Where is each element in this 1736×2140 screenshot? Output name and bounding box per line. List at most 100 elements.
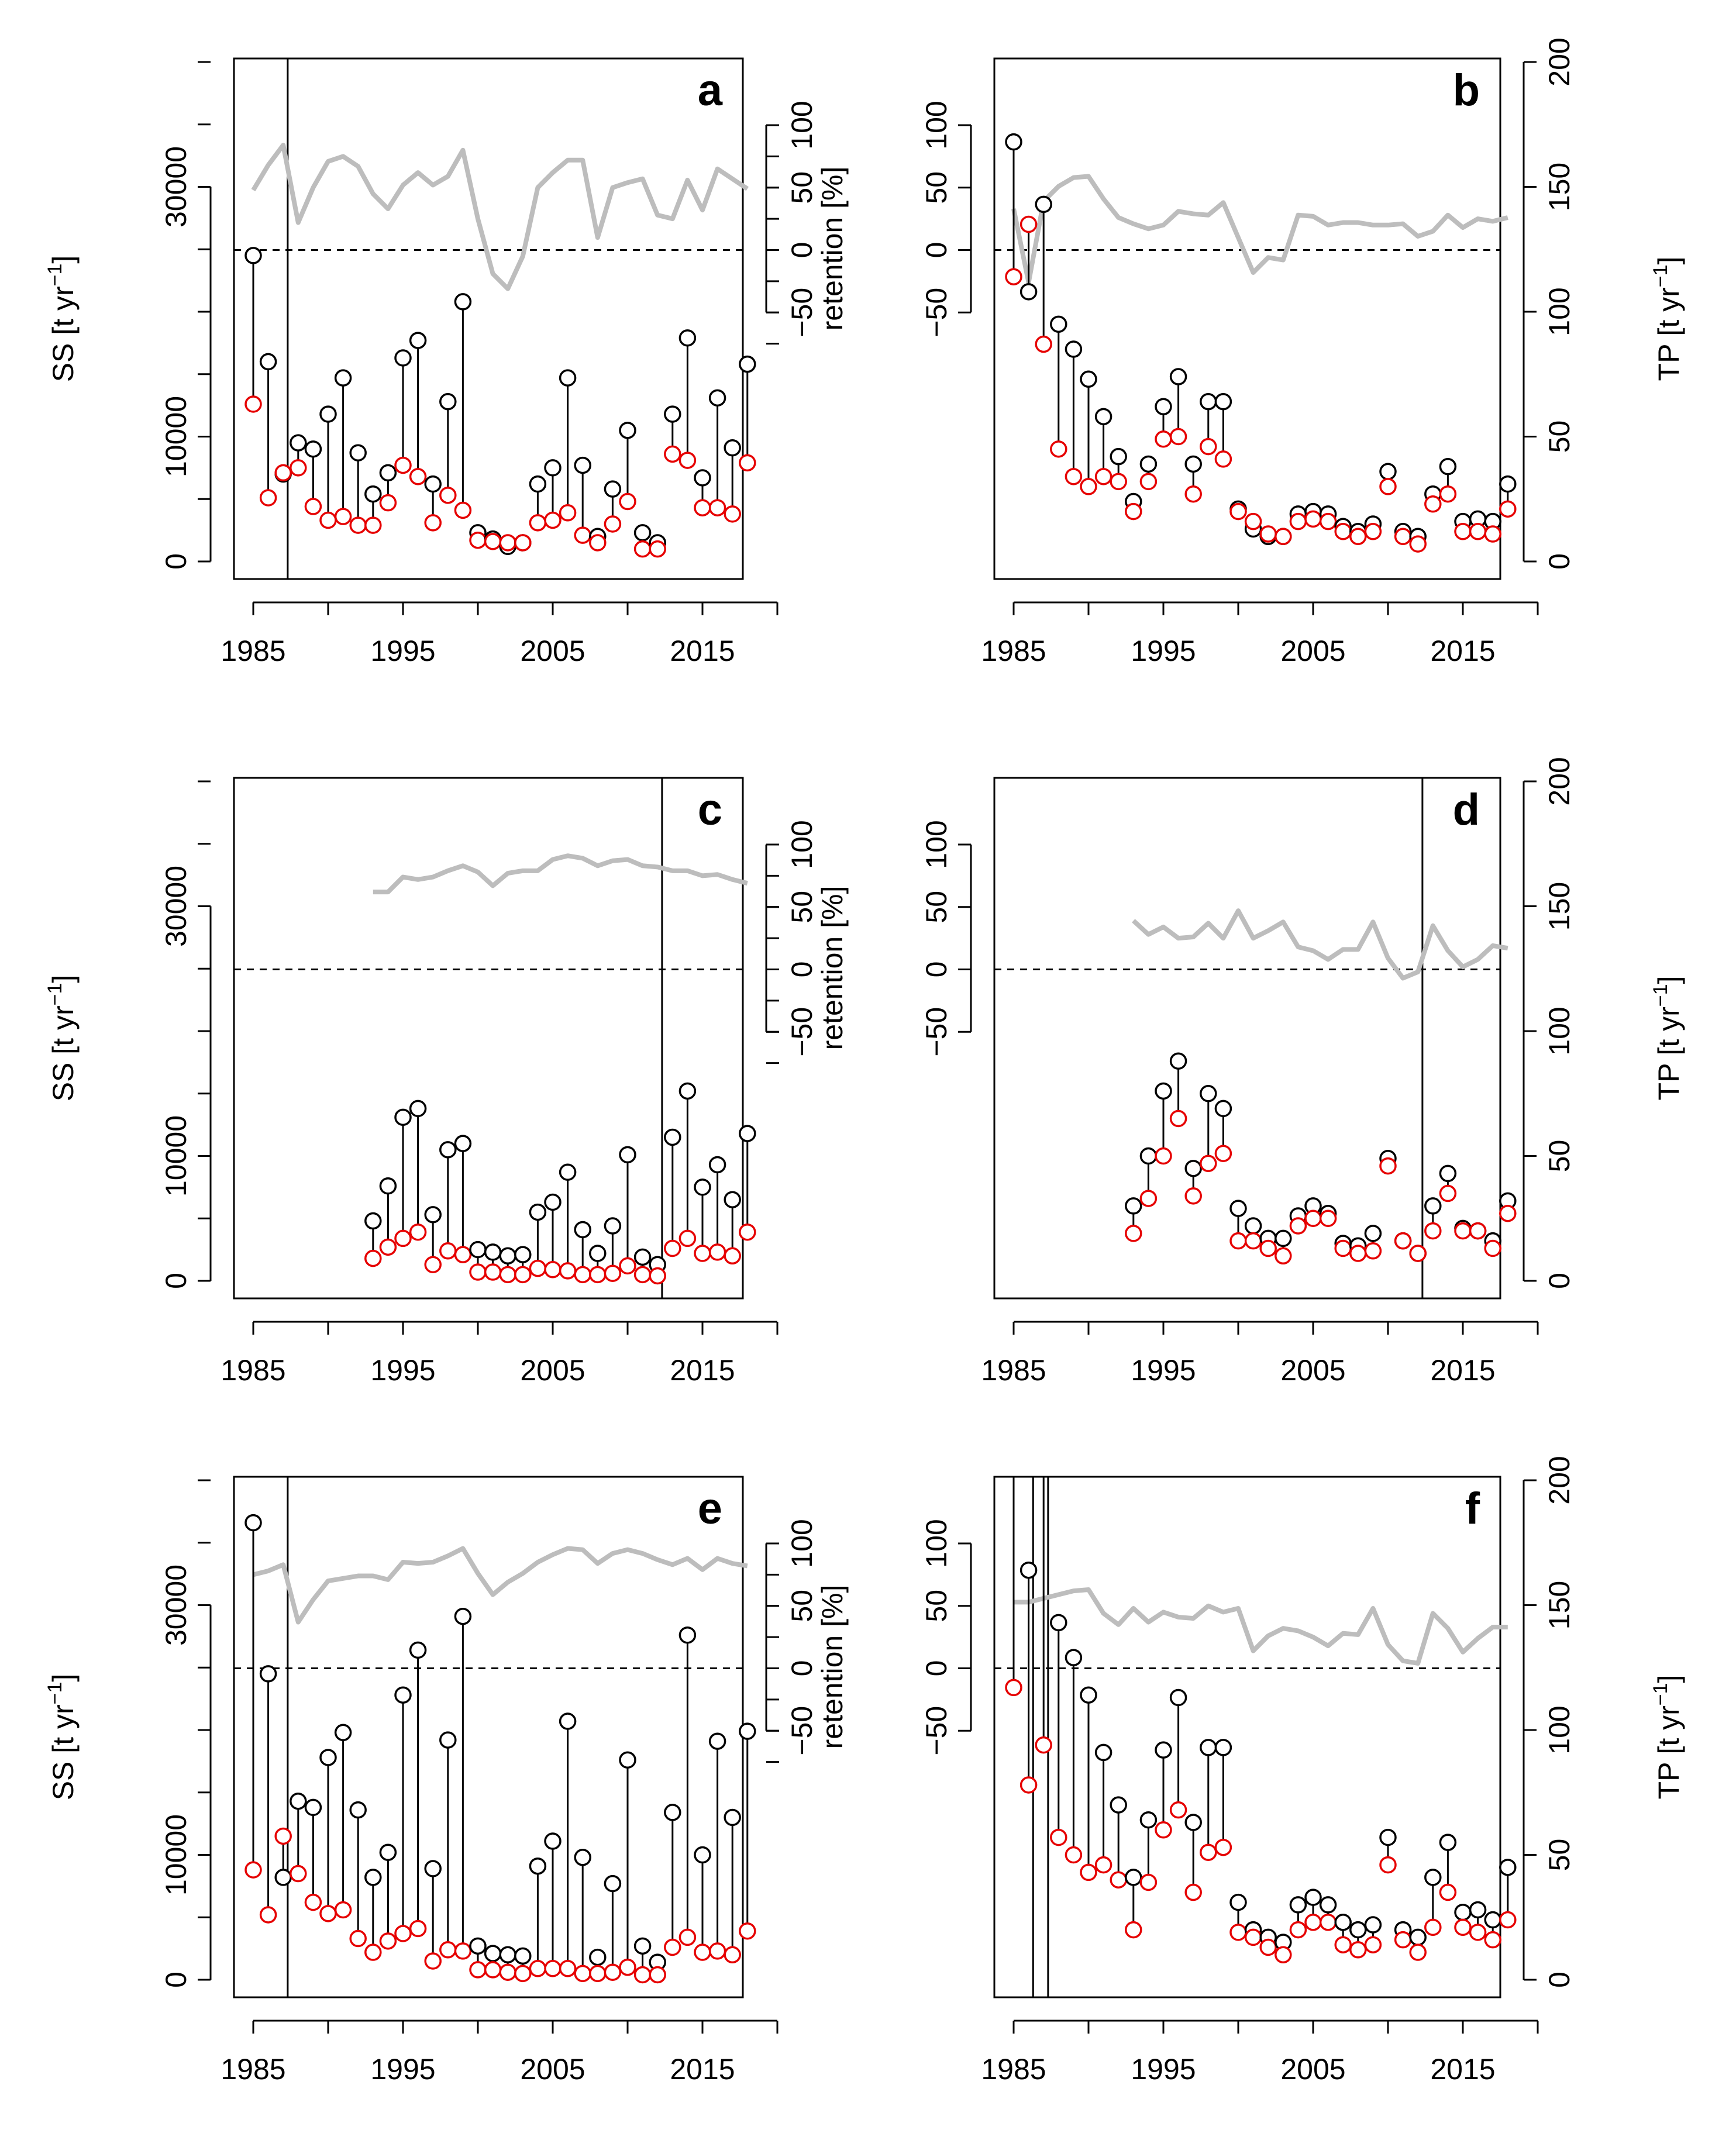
red-point — [633, 1966, 652, 1984]
red-point — [589, 534, 607, 552]
red-point — [1394, 1931, 1412, 1949]
black-point — [1379, 1828, 1397, 1846]
red-point — [1125, 502, 1142, 521]
black-point — [694, 469, 711, 487]
red-point — [439, 487, 457, 504]
black-point — [574, 456, 591, 474]
left-tick-label: 100 — [920, 1519, 953, 1567]
black-point — [484, 1243, 502, 1261]
red-point — [1155, 1821, 1172, 1839]
red-point — [334, 1901, 352, 1919]
right-tick-label-text: 0 — [1543, 553, 1576, 570]
red-point — [604, 1963, 622, 1981]
red-point — [529, 1259, 547, 1277]
black-point — [1319, 1896, 1337, 1914]
black-point — [664, 1804, 681, 1821]
left-tick-label-text: 50 — [920, 1590, 953, 1622]
x-tick-label: 2015 — [1430, 1354, 1495, 1387]
right-tick-label: 0 — [786, 962, 818, 978]
red-point — [1035, 1736, 1052, 1754]
black-point — [394, 349, 412, 367]
red-point — [1094, 468, 1112, 485]
red-point — [649, 1267, 666, 1285]
red-point — [1484, 1931, 1501, 1949]
black-point — [1229, 1893, 1247, 1911]
right-tick-label-text: 50 — [786, 1590, 818, 1622]
left-tick-label: 50 — [920, 171, 953, 204]
black-point — [1424, 1869, 1442, 1886]
black-point — [1139, 455, 1158, 473]
red-point — [678, 1229, 697, 1248]
black-point — [1184, 1814, 1202, 1831]
retention-line — [373, 853, 748, 895]
black-point — [1125, 1869, 1142, 1886]
red-point — [1244, 512, 1262, 530]
red-point — [304, 1893, 322, 1911]
black-point — [724, 1808, 741, 1827]
red-point — [1244, 1232, 1262, 1250]
black-point — [1334, 1914, 1352, 1931]
black-point — [1065, 1649, 1083, 1666]
red-point — [1379, 1856, 1397, 1874]
red-point — [1155, 1147, 1172, 1165]
red-point — [1394, 1232, 1412, 1250]
red-point — [290, 459, 307, 477]
x-axis: 1985 1995 2005 2015 — [981, 2020, 1539, 2086]
x-tick-label: 2005 — [520, 2053, 585, 2086]
right-tick-label: 100 — [786, 820, 818, 869]
stems — [1005, 133, 1517, 553]
red-point — [544, 511, 562, 529]
red-point — [484, 1961, 502, 1979]
red-point — [1379, 478, 1397, 495]
red-point — [1259, 1239, 1277, 1257]
right-axis-label-text: TP [t yr−1] — [1649, 1675, 1685, 1800]
red-point — [1080, 1863, 1097, 1881]
black-point — [1169, 368, 1187, 385]
red-point — [1275, 1946, 1292, 1964]
black-point — [724, 1191, 741, 1208]
panel-frame — [233, 57, 744, 580]
black-point — [589, 1245, 607, 1262]
black-point — [633, 1248, 652, 1266]
x-tick-label: 1985 — [221, 2053, 285, 2086]
red-point — [694, 1245, 711, 1262]
red-point — [290, 1865, 307, 1883]
left-tick-label-text: −50 — [920, 1706, 953, 1756]
red-point — [379, 1932, 397, 1950]
red-point — [454, 1246, 472, 1263]
panel-letter: a — [698, 66, 723, 115]
black-point — [394, 1686, 412, 1704]
black-point — [499, 1247, 516, 1265]
red-point — [1289, 1217, 1307, 1235]
right-tick-label: −50 — [786, 1007, 818, 1057]
red-point — [1334, 523, 1352, 540]
left-axis-label: SS [t yr−1] — [44, 1674, 80, 1801]
red-point — [1469, 1222, 1487, 1240]
black-point — [1289, 1896, 1307, 1914]
black-point — [514, 1246, 532, 1263]
left-axis-label-text: SS [t yr−1] — [44, 1674, 80, 1801]
red-point — [1275, 1247, 1292, 1265]
red-point — [499, 1963, 516, 1981]
red-point — [259, 489, 277, 506]
left-tick-label: −50 — [920, 1706, 953, 1756]
right-tick-label-text: 50 — [1543, 1839, 1576, 1872]
right-tick-label-text: 0 — [1543, 1972, 1576, 1988]
black-point — [724, 439, 741, 457]
black-point — [304, 440, 322, 458]
black-point — [290, 434, 307, 452]
black-point — [349, 1801, 367, 1819]
black-point — [633, 1937, 652, 1955]
red-point — [724, 505, 741, 523]
right-tick-label-text: 100 — [786, 820, 818, 869]
panel-f: −50 0 50 100 0 50 100 150 200 TP [t yr−1] 1985 1995… — [920, 1456, 1685, 2086]
black-point — [1019, 283, 1038, 301]
black-point — [1155, 398, 1172, 416]
left-tick-label: 50 — [920, 1590, 953, 1622]
black-point — [1005, 133, 1022, 151]
black-point — [1035, 195, 1052, 213]
red-point — [1454, 1222, 1472, 1240]
left-axis-label: SS [t yr−1] — [44, 256, 80, 382]
black-point — [619, 422, 636, 439]
red-point — [1169, 428, 1187, 446]
